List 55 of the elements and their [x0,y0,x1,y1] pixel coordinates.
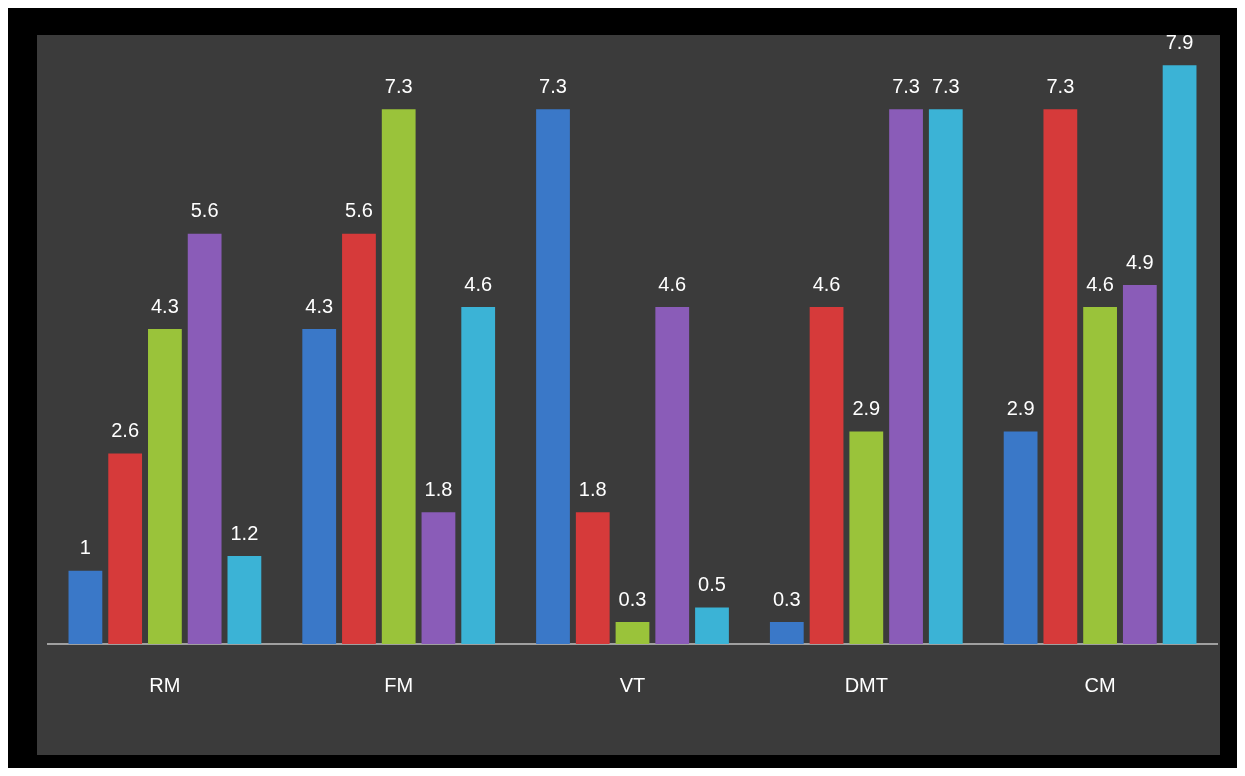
data-label: 4.3 [305,294,334,317]
data-label: 1 [79,536,91,559]
bar [928,109,963,644]
bar [655,307,690,644]
data-label: 2.9 [852,397,881,420]
bar [1003,431,1038,644]
data-label: 1.8 [578,477,607,500]
bar [809,307,844,644]
bar [68,570,103,644]
bar [381,109,416,644]
data-label: 7.3 [539,74,567,97]
data-label: 2.9 [1006,397,1035,420]
data-label: 4.6 [464,272,493,295]
bar [187,233,222,644]
bar [108,453,143,644]
bar [1083,307,1117,644]
bar [421,512,456,644]
data-label: 0.3 [772,587,801,610]
bar [342,233,376,644]
x-tick-label: DMT [844,673,888,696]
bar [536,109,570,644]
bar [889,109,923,644]
bar [1162,65,1197,644]
data-label: 7.3 [384,74,413,97]
data-label: 4.6 [812,272,841,295]
data-label: 4.3 [150,294,179,317]
bar [1043,109,1078,644]
data-label: 1.2 [230,521,259,544]
bar [302,329,337,644]
x-tick-label: RM [149,673,181,696]
x-tick-label: CM [1084,673,1116,696]
data-label: 7.3 [931,74,960,97]
bar [148,329,182,644]
bar [461,307,496,644]
data-label: 4.6 [1086,272,1115,295]
data-label: 7.3 [892,74,920,97]
bar [1122,285,1157,644]
data-label: 2.6 [111,419,140,442]
data-label: 0.5 [698,572,726,595]
data-label: 5.6 [190,199,219,222]
data-label: 1.8 [424,477,453,500]
bar [849,431,884,644]
x-tick-label: FM [384,673,414,696]
data-label: 4.9 [1125,250,1154,273]
data-label: 7.3 [1046,74,1075,97]
data-label: 5.6 [345,199,373,222]
data-label: 7.9 [1165,30,1194,53]
data-label: 4.6 [658,272,687,295]
bar [227,556,262,644]
bar [575,512,610,644]
x-tick-label: VT [619,673,646,696]
bar [615,622,650,644]
data-label: 0.3 [618,587,647,610]
bar [769,622,804,644]
bar [695,607,729,644]
